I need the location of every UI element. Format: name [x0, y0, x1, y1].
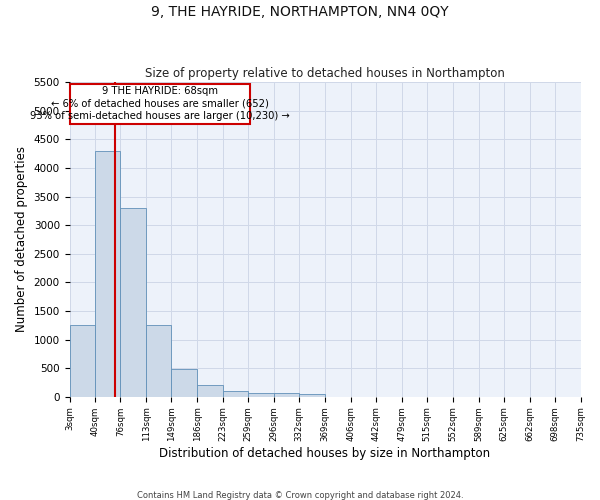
- FancyBboxPatch shape: [70, 84, 250, 124]
- Bar: [248, 393, 274, 397]
- Bar: [95, 150, 121, 397]
- Bar: [299, 394, 325, 397]
- Text: 9 THE HAYRIDE: 68sqm: 9 THE HAYRIDE: 68sqm: [102, 86, 218, 96]
- Y-axis label: Number of detached properties: Number of detached properties: [15, 146, 28, 332]
- Text: 9, THE HAYRIDE, NORTHAMPTON, NN4 0QY: 9, THE HAYRIDE, NORTHAMPTON, NN4 0QY: [151, 5, 449, 19]
- Text: 93% of semi-detached houses are larger (10,230) →: 93% of semi-detached houses are larger (…: [30, 111, 290, 121]
- Bar: [121, 208, 146, 397]
- Bar: [223, 391, 248, 397]
- Bar: [146, 324, 172, 397]
- Bar: [197, 385, 223, 397]
- Title: Size of property relative to detached houses in Northampton: Size of property relative to detached ho…: [145, 66, 505, 80]
- Text: Contains HM Land Registry data © Crown copyright and database right 2024.: Contains HM Land Registry data © Crown c…: [137, 490, 463, 500]
- Text: ← 6% of detached houses are smaller (652): ← 6% of detached houses are smaller (652…: [51, 99, 269, 109]
- Bar: [274, 394, 299, 397]
- Bar: [172, 369, 197, 397]
- X-axis label: Distribution of detached houses by size in Northampton: Distribution of detached houses by size …: [160, 447, 491, 460]
- Bar: [70, 326, 95, 397]
